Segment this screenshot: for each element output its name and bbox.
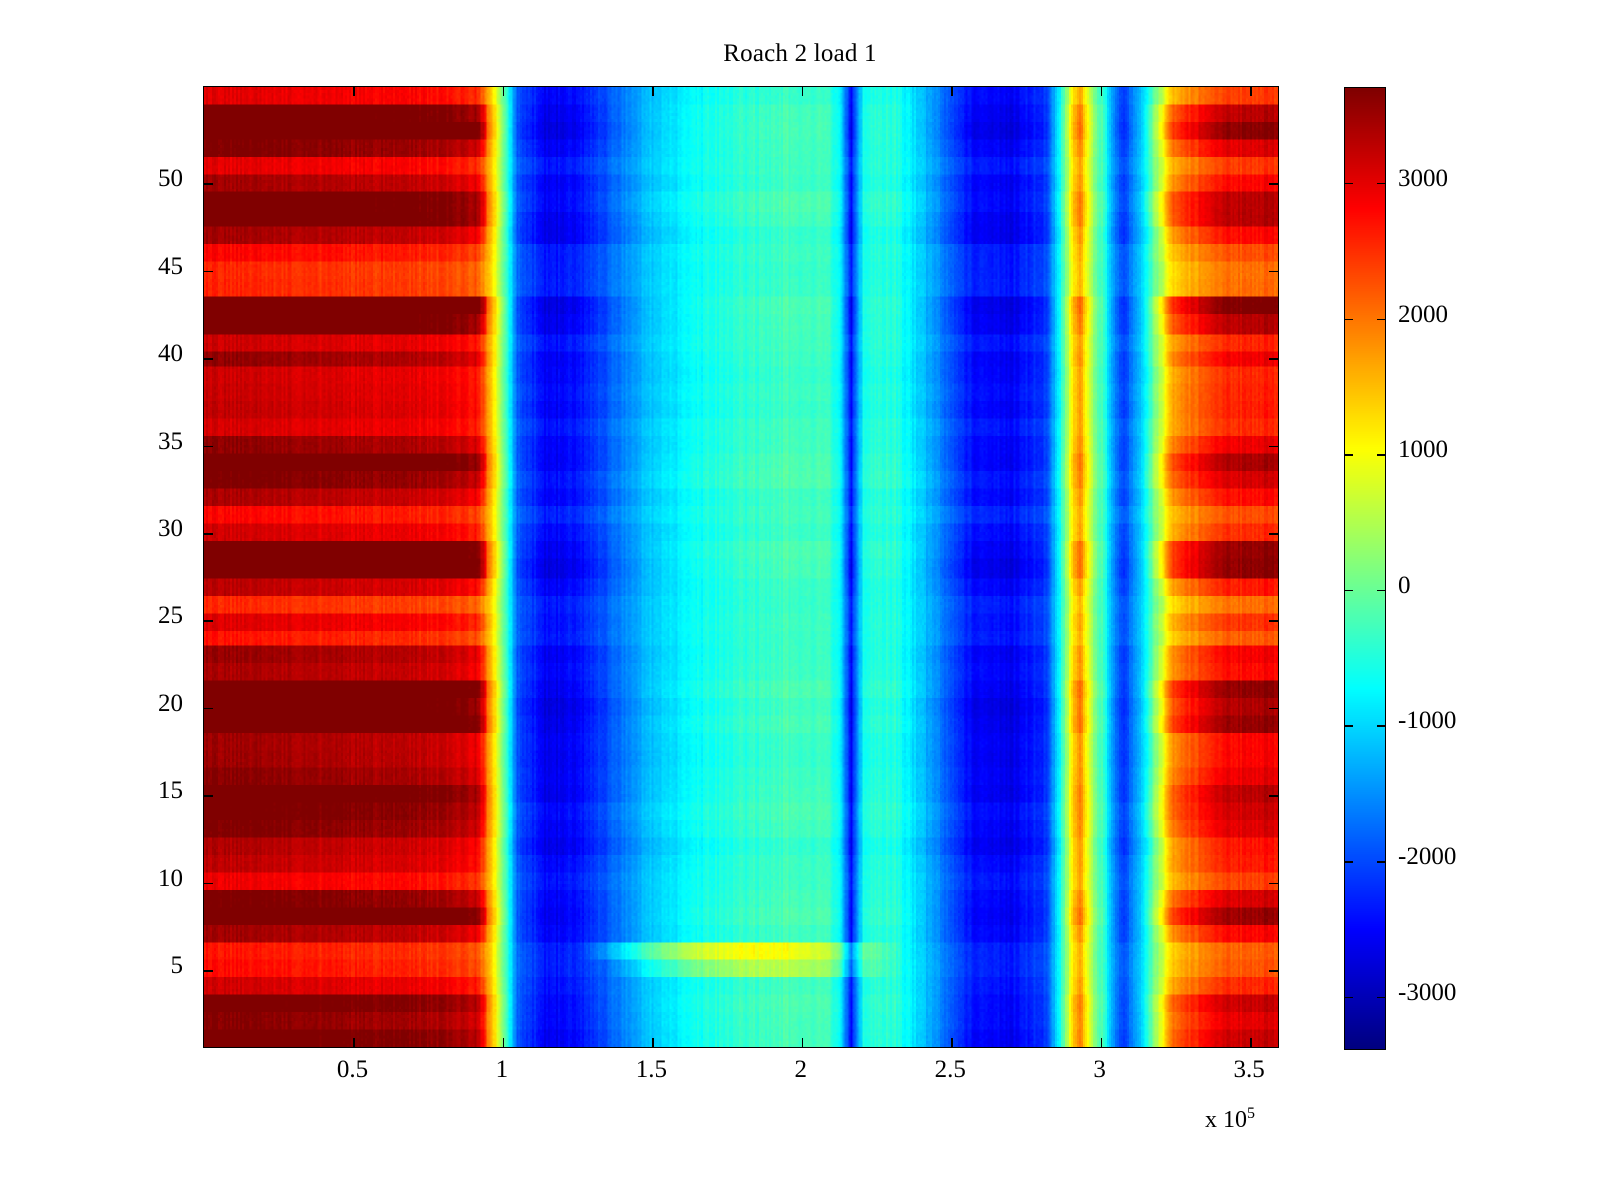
y-tick-left	[204, 270, 213, 273]
x-tick-bottom	[1250, 1038, 1252, 1047]
x-tick-top	[502, 87, 505, 96]
y-tick-right	[1269, 533, 1278, 535]
y-tick-left	[204, 620, 213, 622]
colorbar-tick-label: -2000	[1398, 843, 1457, 871]
colorbar-tick-label: 3000	[1398, 164, 1448, 192]
x-tick-top	[1250, 87, 1252, 96]
colorbar-tick-left	[1345, 861, 1353, 863]
colorbar-tick-label: 0	[1398, 571, 1411, 599]
colorbar-tick-right	[1377, 589, 1385, 592]
y-tick-right	[1269, 882, 1278, 885]
y-tick-label: 5	[170, 952, 184, 980]
exponent-mantissa: x 10	[1205, 1107, 1247, 1133]
colorbar-tick-label: 1000	[1398, 436, 1448, 464]
colorbar-tick-left	[1345, 996, 1353, 999]
colorbar-tick-left	[1345, 454, 1353, 456]
colorbar-tick-left	[1345, 589, 1353, 592]
y-tick-label: 15	[158, 777, 183, 805]
y-tick-right	[1269, 445, 1278, 448]
page-title: Roach 2 load 1	[723, 40, 877, 67]
x-tick-label: 3	[1093, 1056, 1106, 1083]
colorbar-tick-label: -1000	[1398, 707, 1457, 735]
y-tick-label: 30	[158, 515, 183, 543]
x-tick-top	[801, 87, 804, 96]
x-tick-bottom	[801, 1038, 804, 1047]
x-tick-bottom	[1100, 1038, 1103, 1047]
y-tick-right	[1269, 183, 1278, 185]
y-tick-right	[1269, 620, 1278, 622]
y-tick-label: 25	[158, 602, 183, 630]
colorbar-tick-left	[1345, 318, 1353, 321]
x-axis-exponent-label: x 105	[1205, 1105, 1255, 1134]
y-tick-left	[204, 707, 213, 710]
x-tick-label: 1	[495, 1056, 509, 1083]
x-tick-label: 0.5	[336, 1056, 369, 1083]
colorbar-tick-right	[1377, 996, 1385, 999]
y-tick-right	[1269, 970, 1278, 972]
x-tick-bottom	[951, 1038, 953, 1047]
x-tick-top	[951, 87, 953, 96]
heatmap-image	[204, 87, 1278, 1047]
x-tick-top	[1100, 87, 1103, 96]
y-tick-right	[1269, 707, 1278, 710]
colorbar-tick-right	[1377, 725, 1385, 727]
heatmap-axes[interactable]	[203, 86, 1279, 1048]
colorbar-tick-label: -3000	[1398, 978, 1457, 1006]
colorbar-tick-label: 2000	[1398, 300, 1448, 328]
colorbar-tick-right	[1377, 454, 1385, 456]
y-tick-left	[204, 533, 213, 535]
y-tick-left	[204, 445, 213, 448]
x-tick-label: 1.5	[635, 1056, 667, 1083]
y-tick-left	[204, 882, 213, 885]
x-tick-top	[652, 87, 654, 96]
x-tick-label: 3.5	[1233, 1056, 1265, 1083]
colorbar-tick-right	[1377, 861, 1385, 863]
y-tick-label: 20	[158, 689, 183, 717]
y-tick-left	[204, 183, 213, 185]
colorbar[interactable]	[1344, 87, 1386, 1050]
x-tick-bottom	[652, 1038, 654, 1047]
colorbar-tick-right	[1377, 318, 1385, 321]
x-tick-label: 2	[794, 1056, 808, 1083]
y-tick-right	[1269, 795, 1278, 797]
y-tick-right	[1269, 358, 1278, 360]
y-tick-label: 40	[158, 340, 183, 368]
y-tick-right	[1269, 270, 1278, 273]
x-tick-top	[353, 87, 355, 96]
y-tick-left	[204, 795, 213, 797]
x-tick-label: 2.5	[934, 1056, 966, 1083]
y-tick-left	[204, 358, 213, 360]
colorbar-tick-left	[1345, 182, 1353, 185]
y-tick-left	[204, 970, 213, 972]
exponent-power: 5	[1247, 1105, 1255, 1122]
x-tick-bottom	[502, 1038, 505, 1047]
y-tick-label: 45	[158, 252, 183, 280]
colorbar-tick-right	[1377, 182, 1385, 185]
y-tick-label: 10	[158, 864, 183, 892]
y-tick-label: 35	[158, 427, 183, 455]
y-tick-label: 50	[158, 165, 183, 193]
colorbar-tick-left	[1345, 725, 1353, 727]
x-tick-bottom	[353, 1038, 355, 1047]
